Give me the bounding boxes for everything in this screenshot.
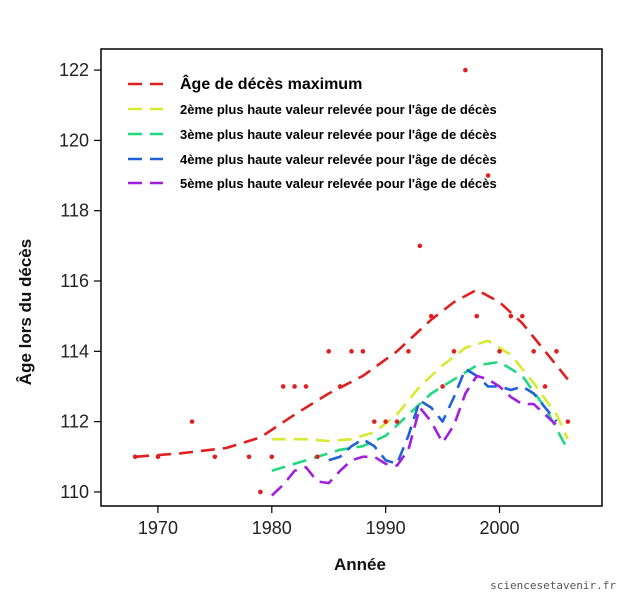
y-tick-label: 122 [59, 60, 89, 80]
data-point [360, 349, 366, 354]
plot-frame [100, 48, 603, 507]
y-axis-title: Âge lors du décès [16, 239, 35, 385]
data-point [451, 349, 457, 354]
data-point [292, 384, 297, 389]
legend-label-4: 4ème plus haute valeur relevée pour l'âg… [180, 152, 497, 167]
data-point [155, 454, 161, 460]
x-tick-label: 1990 [366, 518, 406, 538]
data-point [508, 313, 514, 319]
data-point [132, 454, 138, 460]
y-tick-label: 112 [60, 412, 89, 432]
x-tick-label: 1980 [252, 518, 292, 538]
y-tick-label: 118 [60, 201, 89, 221]
data-point [440, 384, 445, 389]
series-line-2 [271, 339, 569, 443]
series-line-1 [135, 288, 569, 459]
data-point [326, 349, 332, 354]
data-point [542, 384, 548, 389]
y-axis-ticks: 110 112 114 116 118 120 122 [59, 60, 101, 502]
data-point [519, 313, 525, 319]
y-tick-label: 120 [59, 130, 89, 150]
data-point [474, 313, 480, 319]
credit-text: sciencesetavenir.fr [490, 579, 616, 592]
data-point [383, 419, 388, 424]
data-point [417, 243, 423, 249]
data-point [315, 454, 320, 460]
data-point [406, 349, 411, 354]
legend-label-1: Âge de décès maximum [180, 74, 362, 93]
y-tick-label: 110 [60, 482, 89, 502]
data-point [280, 384, 286, 389]
legend-label-3: 3ème plus haute valeur relevée pour l'âg… [180, 127, 497, 142]
data-point [485, 173, 491, 178]
y-tick-label: 116 [60, 271, 89, 291]
data-point [258, 489, 263, 495]
x-axis-ticks: 1970 1980 1990 2000 [138, 506, 520, 538]
data-point [497, 349, 502, 354]
data-point [337, 384, 343, 389]
points-layer [132, 67, 571, 495]
x-tick-label: 1970 [138, 518, 178, 538]
data-point [565, 419, 571, 424]
legend: Âge de décès maximum 2ème plus haute vale… [128, 74, 497, 191]
legend-label-2: 2ème plus haute valeur relevée pour l'âg… [180, 102, 497, 117]
x-axis-title: Année [334, 555, 386, 574]
x-tick-label: 2000 [479, 518, 519, 538]
data-point [463, 67, 468, 73]
data-point [212, 454, 218, 460]
data-point [428, 313, 434, 319]
legend-label-5: 5ème plus haute valeur relevée pour l'âg… [180, 176, 497, 191]
data-point [371, 419, 377, 424]
series-layer [135, 288, 569, 497]
data-point [246, 454, 252, 460]
data-point [269, 454, 275, 460]
series-line-5 [270, 374, 558, 497]
y-tick-label: 114 [60, 341, 89, 361]
data-point [189, 419, 195, 424]
series-line-3 [271, 360, 569, 473]
data-point [394, 419, 400, 424]
series-line-4 [328, 367, 558, 466]
data-point [554, 349, 559, 354]
data-point [303, 384, 309, 389]
data-point [349, 349, 354, 354]
data-point [531, 349, 536, 354]
